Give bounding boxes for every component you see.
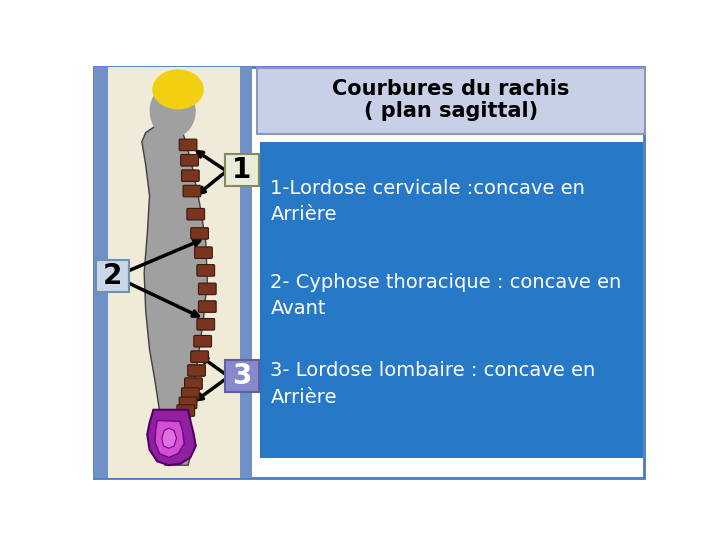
FancyBboxPatch shape [194, 247, 212, 259]
Text: 2: 2 [103, 262, 122, 290]
FancyBboxPatch shape [179, 397, 197, 409]
FancyBboxPatch shape [96, 260, 129, 292]
Text: ( plan sagittal): ( plan sagittal) [364, 101, 538, 121]
FancyBboxPatch shape [199, 283, 216, 295]
FancyBboxPatch shape [194, 335, 212, 347]
FancyBboxPatch shape [188, 364, 205, 376]
Polygon shape [148, 410, 196, 465]
FancyBboxPatch shape [94, 67, 108, 478]
FancyBboxPatch shape [181, 170, 199, 181]
FancyBboxPatch shape [94, 67, 644, 478]
FancyBboxPatch shape [240, 67, 252, 478]
FancyBboxPatch shape [225, 154, 259, 186]
FancyBboxPatch shape [199, 301, 216, 312]
Ellipse shape [153, 70, 203, 109]
Polygon shape [155, 421, 184, 457]
Polygon shape [142, 123, 207, 465]
FancyBboxPatch shape [197, 319, 215, 330]
FancyBboxPatch shape [181, 388, 199, 400]
FancyBboxPatch shape [260, 142, 643, 457]
FancyBboxPatch shape [179, 139, 197, 151]
FancyBboxPatch shape [187, 208, 204, 220]
FancyBboxPatch shape [177, 405, 194, 416]
FancyBboxPatch shape [183, 185, 201, 197]
Text: 3- Lordose lombaire : concave en
Arrière: 3- Lordose lombaire : concave en Arrière [271, 361, 595, 407]
Text: Courbures du rachis: Courbures du rachis [332, 79, 570, 99]
FancyBboxPatch shape [191, 228, 209, 239]
FancyBboxPatch shape [197, 265, 215, 276]
Text: 2- Cyphose thoracique : concave en
Avant: 2- Cyphose thoracique : concave en Avant [271, 273, 621, 318]
Text: 1: 1 [233, 156, 251, 184]
Polygon shape [162, 428, 176, 448]
Text: 3: 3 [233, 362, 251, 390]
FancyBboxPatch shape [225, 360, 259, 392]
FancyBboxPatch shape [181, 154, 199, 166]
FancyBboxPatch shape [184, 378, 202, 389]
Ellipse shape [150, 85, 195, 137]
FancyBboxPatch shape [191, 351, 209, 362]
FancyBboxPatch shape [94, 67, 252, 478]
FancyBboxPatch shape [256, 68, 644, 134]
Text: 1-Lordose cervicale :concave en
Arrière: 1-Lordose cervicale :concave en Arrière [271, 179, 585, 224]
